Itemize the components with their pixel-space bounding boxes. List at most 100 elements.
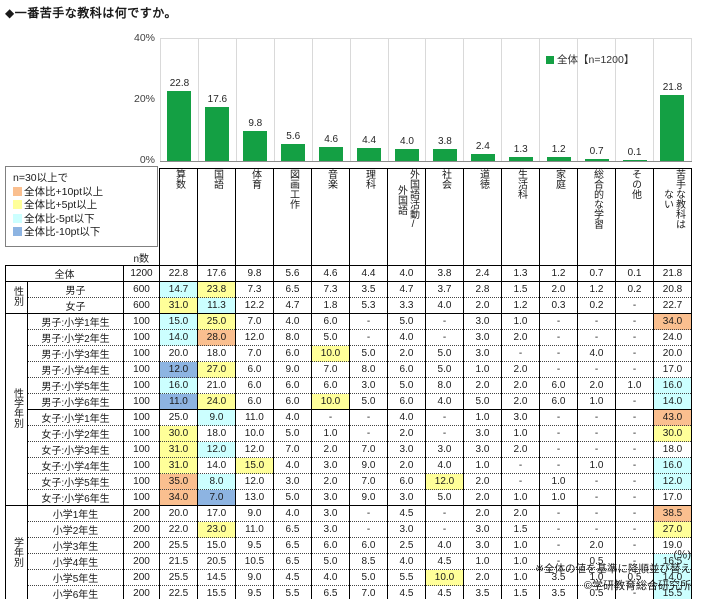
threshold-swatch-icon (13, 200, 22, 209)
value-cell: - (425, 329, 464, 346)
value-cell: 11.0 (235, 409, 274, 426)
value-cell: 5.0 (311, 329, 350, 346)
value-cell: 9.8 (235, 265, 274, 282)
value-cell: 4.5 (425, 553, 464, 570)
value-cell: 3.0 (463, 425, 502, 442)
bar-value-label: 0.7 (589, 146, 604, 157)
table-row: 小学5年生 200 25.5 14.5 9.0 4.5 4.0 5.0 5.5 10.0 2.0 1.… (6, 569, 692, 586)
value-cell: 6.5 (273, 553, 312, 570)
chart-category-slot: 9.8 (237, 39, 275, 161)
n-value-cell: 200 (123, 585, 160, 599)
value-cell: 1.0 (615, 377, 654, 394)
page-title: ◆一番苦手な教科は何ですか。 (5, 6, 177, 20)
bar-value-label: 2.4 (475, 141, 490, 152)
subject-column-header-text: その他 (629, 169, 641, 199)
value-cell: 12.0 (653, 473, 692, 490)
value-cell: - (539, 361, 578, 378)
value-cell: 15.0 (159, 313, 198, 330)
bar (622, 160, 647, 161)
value-cell: 3.0 (311, 505, 350, 522)
value-cell: 7.0 (197, 489, 236, 506)
chart-category-slot: 1.3 (502, 39, 541, 161)
table-row: 性別 男子 600 14.7 23.8 7.3 6.5 7.3 3.5 4.7 3.7 2.8 1.5 2… (5, 281, 692, 314)
value-cell: 20.5 (197, 553, 236, 570)
value-cell: 2.0 (463, 489, 502, 506)
value-cell: 14.0 (653, 393, 692, 410)
group-label-cell: 性別 (5, 281, 28, 314)
group-label-text: 性別 (11, 286, 23, 306)
value-cell: 1.0 (463, 457, 502, 474)
value-cell: 4.0 (273, 313, 312, 330)
table-row: 小学2年生 200 22.0 23.0 11.0 6.5 3.0-3.0-3.0 1.5- - -… (6, 521, 692, 538)
value-cell: 6.0 (539, 393, 578, 410)
group-label-cell: 性学年別 (5, 313, 28, 506)
n-value-cell: 100 (123, 313, 160, 330)
value-cell: 2.0 (501, 329, 540, 346)
header-spacer (6, 169, 124, 266)
value-cell: 2.0 (387, 345, 426, 362)
bar (660, 95, 685, 161)
chart-category-slot: 21.8 (654, 39, 692, 161)
value-cell: - (577, 441, 616, 458)
bar (394, 149, 419, 161)
value-cell: 10.0 (311, 345, 350, 362)
value-cell: - (501, 473, 540, 490)
value-cell: 25.5 (159, 569, 198, 586)
n-value-cell: 100 (123, 441, 160, 458)
value-cell: 6.0 (349, 537, 388, 554)
value-cell: - (615, 409, 654, 426)
value-cell: - (577, 409, 616, 426)
value-cell: 5.0 (463, 393, 502, 410)
value-cell: 20.0 (653, 345, 692, 362)
subject-column-header: 総合的な学習 (577, 168, 616, 266)
value-cell: - (577, 505, 616, 522)
value-cell: 3.0 (463, 441, 502, 458)
y-axis-tick-20: 20% (133, 93, 155, 105)
row-label-cell: 男子:小学1年生 (27, 313, 124, 330)
value-cell: - (577, 425, 616, 442)
table-body: 全体 1200 22.8 17.6 9.8 5.6 4.6 4.4 4.0 3.8 2.4 1.3 1.… (5, 265, 692, 599)
value-cell: 2.0 (463, 297, 502, 314)
sort-note: ※全体の値を基準に降順並び替え (535, 563, 691, 575)
value-cell: 2.0 (501, 505, 540, 522)
value-cell: - (615, 345, 654, 362)
value-cell: 12.0 (425, 473, 464, 490)
value-cell: 6.0 (235, 393, 274, 410)
value-cell: 1.0 (463, 409, 502, 426)
value-cell: 4.5 (387, 585, 426, 599)
table-header-row: n数 算数 国語 体育 図画工作 音楽 理科 外国語活動/ 外国語 社会 道徳 生活科 家庭 総合的な… (6, 168, 692, 266)
n-value-cell: 600 (123, 297, 160, 314)
value-cell: 22.5 (159, 585, 198, 599)
subject-column-header: 社会 (425, 168, 464, 266)
value-cell: 7.3 (235, 281, 274, 298)
value-cell: 9.5 (235, 537, 274, 554)
chart-category-slot: 22.8 (160, 39, 199, 161)
value-cell: 4.5 (387, 505, 426, 522)
value-cell: 4.0 (387, 409, 426, 426)
table-row: 男子:小学3年生 100 20.0 18.0 7.0 6.0 10.0 5.0 2.0 5.0 3.… (6, 345, 692, 362)
value-cell: 23.0 (197, 521, 236, 538)
threshold-legend-item: 全体比-5pt以下 (13, 213, 153, 227)
value-cell: 2.0 (577, 377, 616, 394)
value-cell: 0.2 (615, 281, 654, 298)
bar (470, 154, 495, 161)
subject-column-header: 苦手な教科は ない (653, 168, 692, 266)
value-cell: 14.0 (197, 457, 236, 474)
value-cell: 7.0 (349, 585, 388, 599)
value-cell: 31.0 (159, 297, 198, 314)
row-label-cell: 小学2年生 (27, 521, 124, 538)
table-row: 小学3年生 200 25.5 15.0 9.5 6.5 6.0 6.0 2.5 4.0 3.0 1.0… (6, 537, 692, 554)
row-label-cell: 男子 (27, 281, 124, 298)
value-cell: 4.0 (387, 265, 426, 282)
value-cell: 12.0 (235, 329, 274, 346)
bar-value-label: 22.8 (169, 78, 190, 89)
bar-value-label: 1.3 (513, 144, 528, 155)
value-cell: - (615, 457, 654, 474)
value-cell: 9.0 (349, 489, 388, 506)
value-cell: 7.0 (235, 345, 274, 362)
bar (508, 157, 533, 161)
value-cell: 14.0 (159, 329, 198, 346)
row-label-cell: 女子:小学6年生 (27, 489, 124, 506)
value-cell: 22.7 (653, 297, 692, 314)
